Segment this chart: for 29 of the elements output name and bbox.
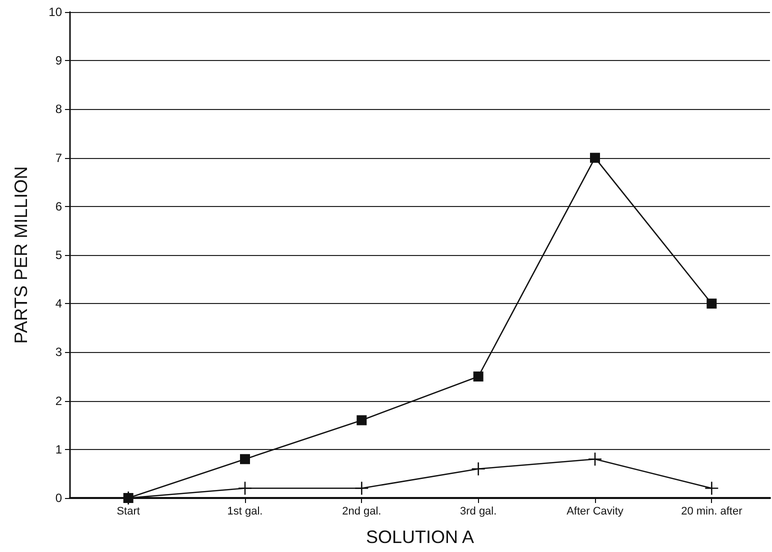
- x-tick-label: 1st gal.: [227, 506, 263, 518]
- x-tick-label: 3rd gal.: [460, 506, 497, 518]
- point: [705, 482, 718, 495]
- point: [590, 152, 600, 163]
- x-axis-title: SOLUTION A: [366, 527, 474, 547]
- point: [356, 415, 367, 426]
- y-axis-title: PARTS PER MILLION: [11, 166, 31, 344]
- y-tick-label: 10: [48, 5, 62, 19]
- point: [473, 372, 484, 382]
- x-tick-label: After Cavity: [566, 506, 624, 518]
- y-tick-label: 6: [55, 199, 62, 214]
- point: [355, 482, 368, 495]
- x-tick-label: 2nd gal.: [342, 506, 382, 518]
- x-tick-label: Start: [116, 506, 140, 518]
- y-tick-label: 7: [55, 150, 62, 165]
- y-tick-label: 1: [55, 442, 62, 456]
- point: [706, 298, 717, 309]
- y-tick-label: 8: [55, 102, 62, 116]
- point: [588, 452, 602, 466]
- x-tick-label: 20 min. after: [681, 506, 743, 518]
- point: [240, 454, 250, 464]
- y-tick-label: 0: [55, 491, 62, 505]
- y-tick-label: 4: [55, 296, 62, 311]
- y-tick-label: 9: [55, 54, 62, 68]
- y-tick-label: 5: [55, 248, 62, 262]
- y-tick-label: 2: [55, 394, 62, 408]
- y-tick-label: 3: [55, 345, 62, 360]
- point: [472, 462, 485, 476]
- point: [238, 482, 252, 495]
